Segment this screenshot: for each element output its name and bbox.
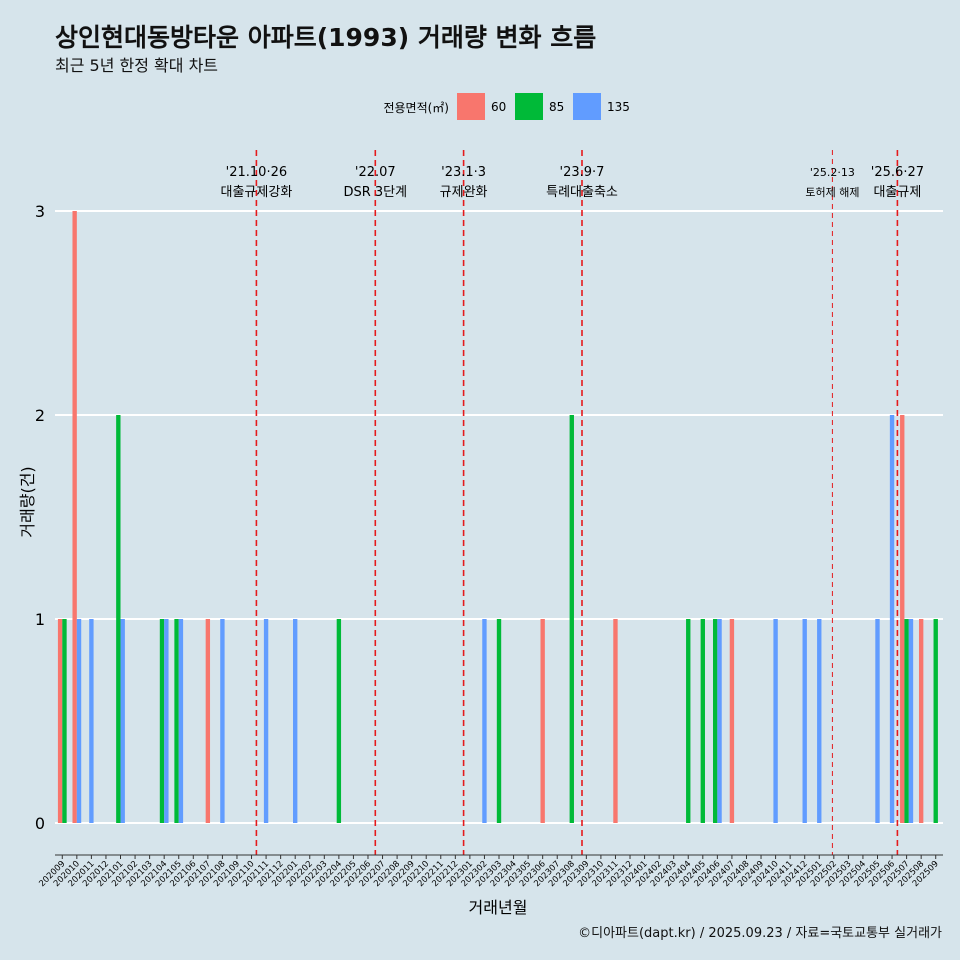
y-tick-label: 0 [35,814,45,833]
y-axis: 0 1 2 3 [35,202,45,833]
x-axis-label: 거래년월 [469,898,528,917]
legend: 전용면적(㎡) 60 85 135 [383,93,630,120]
bar-60-202311 [613,619,618,823]
bar-60-202107 [205,619,211,823]
event-date: '25.2·13 [810,166,855,179]
chart-subtitle: 최근 5년 한정 확대 차트 [55,56,219,75]
y-axis-label: 거래량(건) [18,466,37,537]
bar-60-202507 [900,415,905,823]
bar-85-202204 [336,619,342,823]
bar-85-202308 [569,415,574,823]
event-date: '23.1·3 [441,165,486,180]
legend-label-60: 60 [491,100,506,114]
y-tick-label: 1 [35,610,45,629]
bar-135-202101 [120,619,125,823]
bar-135-202505 [875,619,880,823]
bar-60-202407 [729,619,735,823]
event-date: '23.9·7 [560,165,605,180]
bar-135-202507 [908,619,914,823]
bar-135-202412 [802,619,807,823]
bar-135-202410 [773,619,778,823]
bar-135-202406 [717,619,722,823]
x-axis: 2020092020102020112020122021012021022021… [37,854,943,889]
event-date: '25.6·27 [871,165,924,180]
bar-60-202009 [57,619,63,823]
bar-60-202306 [540,619,545,823]
legend-key-85 [515,93,543,120]
bar-85-202406 [712,619,718,823]
bar-85-202405 [700,619,705,823]
bar-135-202011 [89,619,94,823]
event-label: 토허제 해제 [805,185,859,199]
bar-85-202404 [686,619,691,823]
bar-135-202105 [178,619,184,823]
legend-key-60 [457,93,485,120]
y-tick-label: 3 [35,202,45,221]
bar-85-202105 [174,619,179,823]
bar-135-202010 [76,619,82,823]
legend-label-135: 135 [607,100,630,114]
y-tick-label: 2 [35,406,45,425]
event-label: 대출규제 [873,185,921,200]
event-label: 대출규제강화 [221,185,293,200]
bar-85-202104 [159,619,165,823]
event-label: 규제완화 [440,185,488,200]
bar-85-202509 [933,619,938,823]
bar-135-202506 [889,415,895,823]
bar-135-202501 [817,619,822,823]
chart-title: 상인현대동방타운 아파트(1993) 거래량 변화 흐름 [55,23,597,52]
bar-135-202104 [164,619,169,823]
bars [57,211,938,823]
bar-85-202009 [62,619,67,823]
bar-85-202303 [496,619,502,823]
bar-60-202010 [72,211,77,823]
source-caption: ©디아파트(dapt.kr) / 2025.09.23 / 자료=국토교통부 실… [578,926,942,941]
event-date: '22.07 [355,165,396,180]
bar-135-202111 [263,619,269,823]
bar-135-202201 [293,619,298,823]
bar-135-202302 [482,619,487,823]
bar-85-202101 [116,415,121,823]
legend-title: 전용면적(㎡) [383,101,449,115]
event-label: DSR 3단계 [343,185,407,200]
event-markers: '21.10·26 대출규제강화 '22.07 DSR 3단계 '23.1·3 규제완화 '… [221,150,924,855]
bar-135-202108 [220,619,225,823]
legend-key-135 [573,93,601,120]
event-date: '21.10·26 [226,165,287,180]
legend-label-85: 85 [549,100,564,114]
event-label: 특례대출축소 [546,185,618,200]
bar-85-202507 [904,619,909,823]
bar-60-202508 [918,619,924,823]
